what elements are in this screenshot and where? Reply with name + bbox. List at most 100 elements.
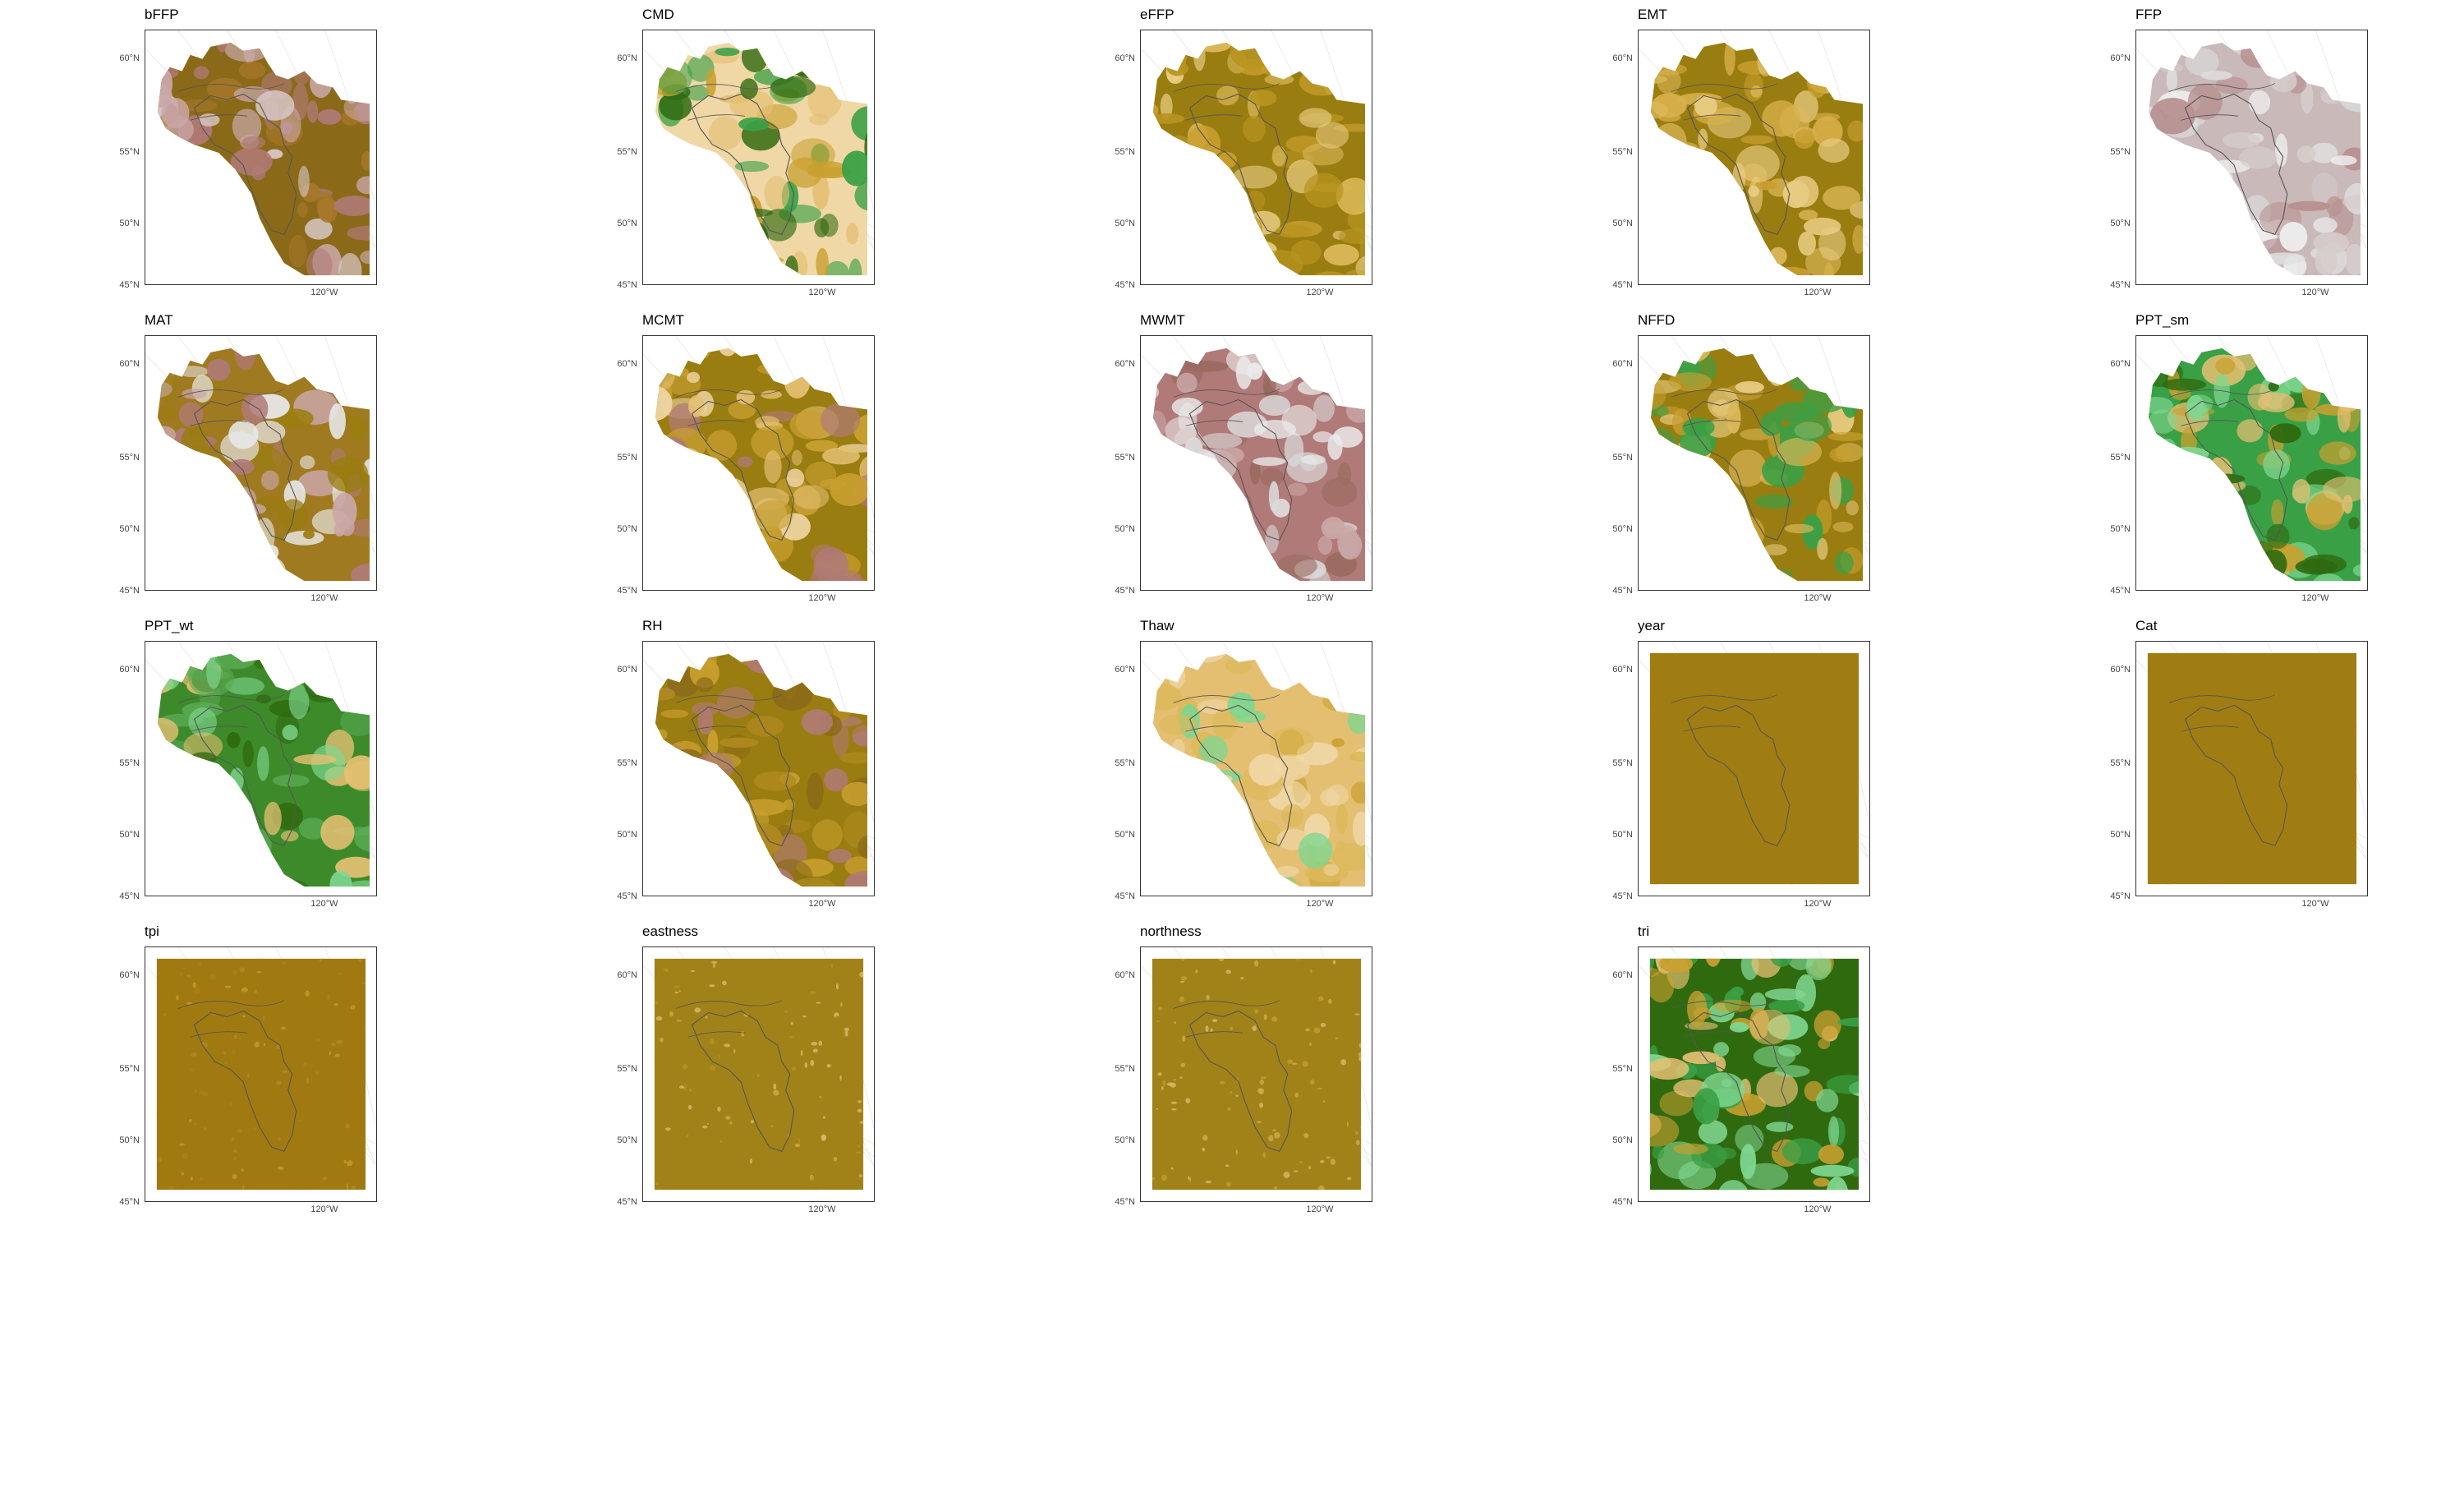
map-panel-rh: RH 60°N 55°N 50°N 45°N 120°W (498, 616, 884, 912)
lat-tick-label: 55°N (1612, 453, 1633, 463)
lat-tick-label: 45°N (617, 280, 637, 290)
map-frame (1638, 30, 1870, 285)
panel-title: MWMT (1140, 312, 1185, 328)
panel-title: CMD (642, 7, 674, 22)
lat-tick-label: 50°N (1115, 219, 1135, 228)
map-panel-ffp: FFP 60°N 55°N 50°N 45°N 120°W (1991, 5, 2377, 301)
lat-tick-label: 55°N (1612, 1064, 1633, 1074)
river-line (177, 1000, 284, 1009)
panel-title: Cat (2135, 618, 2158, 633)
lat-tick-label: 45°N (2110, 280, 2131, 290)
lat-tick-label: 60°N (1612, 665, 1633, 675)
study-area-outline (1188, 704, 1293, 847)
lat-tick-label: 60°N (617, 970, 637, 980)
river-line (1683, 1031, 1741, 1038)
raster-map (643, 947, 874, 1191)
lat-tick-label: 60°N (2110, 359, 2131, 369)
panel-title: RH (642, 618, 663, 633)
panel-title: eastness (642, 923, 699, 939)
river-line (687, 420, 746, 426)
lat-tick-label: 55°N (119, 147, 140, 157)
raster-map (2136, 336, 2367, 582)
map-frame (1638, 946, 1870, 1202)
lon-tick-label: 120°W (808, 1204, 836, 1214)
lon-tick-label: 120°W (310, 593, 338, 603)
map-panel-effp: eFFP 60°N 55°N 50°N 45°N 120°W (995, 5, 1381, 301)
lat-tick-label: 60°N (119, 970, 140, 980)
river-line (687, 1031, 746, 1038)
lat-tick-label: 60°N (1612, 970, 1633, 980)
river-line (1185, 1031, 1243, 1038)
map-panel-mwmt: MWMT 60°N 55°N 50°N 45°N 120°W (995, 311, 1381, 606)
study-area-outline (1188, 1010, 1293, 1153)
river-line (687, 725, 746, 732)
map-panel-mat: MAT 60°N 55°N 50°N 45°N 120°W (0, 311, 386, 606)
lat-tick-label: 55°N (1115, 1064, 1135, 1074)
raster-fill (655, 348, 868, 582)
lat-tick-label: 50°N (617, 1135, 637, 1145)
river-line (675, 1000, 782, 1009)
lat-tick-label: 45°N (1115, 280, 1135, 290)
panel-title: PPT_sm (2135, 312, 2190, 328)
river-line (177, 83, 284, 92)
study-area-outline (193, 93, 297, 236)
panel-title: EMT (1638, 7, 1667, 22)
raster-map (145, 30, 376, 276)
raster-map (643, 336, 874, 582)
raster-map (145, 947, 376, 1191)
study-area-outline (691, 398, 795, 541)
lat-tick-label: 55°N (1612, 147, 1633, 157)
lat-tick-label: 60°N (1612, 359, 1633, 369)
map-frame (145, 335, 377, 591)
map-panel-cat: Cat 60°N 55°N 50°N 45°N 120°W (1991, 616, 2377, 912)
lat-tick-label: 50°N (119, 1135, 140, 1145)
river-line (190, 114, 248, 121)
raster-map (2136, 30, 2367, 276)
lat-tick-label: 50°N (1612, 219, 1633, 228)
raster-fill (654, 958, 864, 1191)
study-area-outline (691, 704, 795, 847)
study-area-outline (1188, 398, 1293, 541)
map-frame (145, 641, 377, 896)
lon-tick-label: 120°W (1804, 288, 1832, 297)
lon-tick-label: 120°W (1306, 1204, 1334, 1214)
map-panel-cmd: CMD 60°N 55°N 50°N 45°N 120°W (498, 5, 884, 301)
lat-tick-label: 55°N (617, 147, 637, 157)
river-line (190, 1031, 248, 1038)
map-panel-tpi: tpi 60°N 55°N 50°N 45°N 120°W (0, 922, 386, 1218)
river-line (675, 83, 782, 92)
lat-tick-label: 45°N (1115, 1197, 1135, 1207)
raster-fill (2148, 42, 2361, 276)
raster-fill (1152, 348, 1366, 582)
raster-fill (2148, 348, 2361, 582)
map-frame (2135, 641, 2368, 896)
river-line (1683, 725, 1741, 732)
river-line (2181, 420, 2239, 426)
raster-map (643, 30, 874, 276)
lon-tick-label: 120°W (1804, 1204, 1832, 1214)
raster-map (145, 336, 376, 582)
lat-tick-label: 50°N (617, 830, 637, 840)
map-panel-mcmt: MCMT 60°N 55°N 50°N 45°N 120°W (498, 311, 884, 606)
panel-title: tri (1638, 923, 1650, 939)
raster-map (1141, 947, 1372, 1191)
study-area-outline (1686, 398, 1791, 541)
raster-map (1141, 336, 1372, 582)
lat-tick-label: 50°N (1612, 524, 1633, 534)
panel-title: bFFP (145, 7, 179, 22)
panel-title: tpi (145, 923, 159, 939)
river-line (190, 420, 248, 426)
lon-tick-label: 120°W (1804, 899, 1832, 909)
lat-tick-label: 60°N (617, 665, 637, 675)
river-line (1185, 725, 1243, 732)
lon-tick-label: 120°W (2301, 899, 2329, 909)
lat-tick-label: 60°N (1115, 359, 1135, 369)
panel-title: MAT (145, 312, 173, 328)
lat-tick-label: 55°N (617, 453, 637, 463)
lat-tick-label: 55°N (119, 1064, 140, 1074)
lat-tick-label: 45°N (2110, 586, 2131, 596)
map-panel-eastness: eastness 60°N 55°N 50°N 45°N 120°W (498, 922, 884, 1218)
lat-tick-label: 55°N (119, 758, 140, 768)
raster-map (1141, 30, 1372, 276)
raster-fill (157, 653, 370, 887)
